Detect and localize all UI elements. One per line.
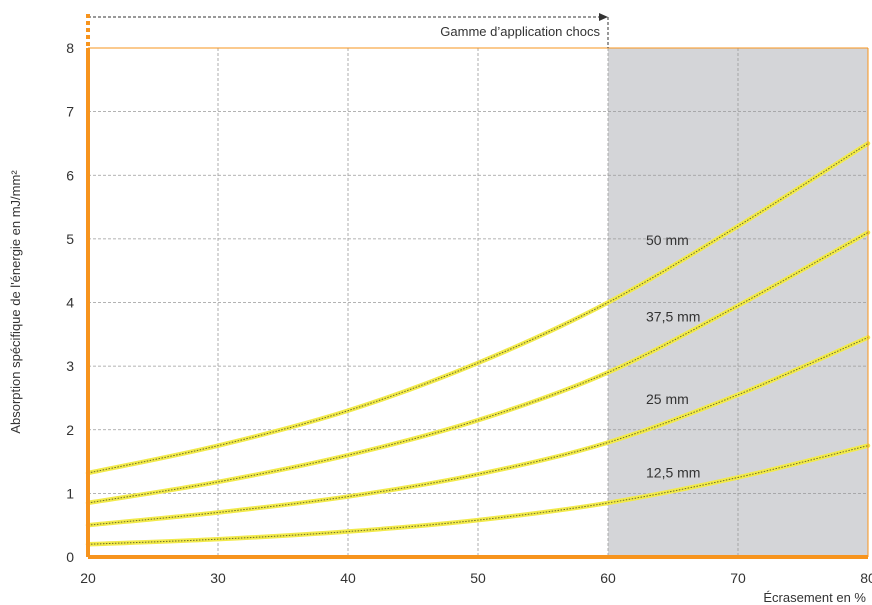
x-tick-label-60: 60 [600, 570, 616, 586]
x-axis-title: Écrasement en % [763, 590, 866, 605]
y-tick-label-1: 1 [66, 485, 74, 501]
x-tick-label-30: 30 [210, 570, 226, 586]
y-tick-label-0: 0 [66, 549, 74, 565]
series-dots-50-mm [87, 143, 869, 474]
x-tick-label-40: 40 [340, 570, 356, 586]
y-tick-label-3: 3 [66, 358, 74, 374]
series-dots-37-5-mm [87, 232, 869, 504]
y-tick-label-7: 7 [66, 104, 74, 120]
y-axis-title: Absorption spécifique de l'énergie en mJ… [8, 170, 23, 434]
series-label-37-5-mm: 37,5 mm [646, 308, 700, 324]
y-tick-label-4: 4 [66, 295, 74, 311]
series-label-25-mm: 25 mm [646, 391, 689, 407]
series-label-12-5-mm: 12,5 mm [646, 464, 700, 480]
range-label: Gamme d’application chocs [440, 24, 600, 39]
x-tick-label-70: 70 [730, 570, 746, 586]
x-tick-label-50: 50 [470, 570, 486, 586]
series-dots-12-5-mm [87, 445, 869, 545]
range-arrowhead [599, 13, 608, 21]
y-tick-label-2: 2 [66, 422, 74, 438]
series-dots-25-mm [87, 337, 869, 526]
series-label-50-mm: 50 mm [646, 232, 689, 248]
x-tick-label-80: 80 [860, 570, 872, 586]
y-tick-label-5: 5 [66, 231, 74, 247]
y-tick-label-6: 6 [66, 167, 74, 183]
x-tick-label-20: 20 [80, 570, 96, 586]
y-tick-label-8: 8 [66, 40, 74, 56]
